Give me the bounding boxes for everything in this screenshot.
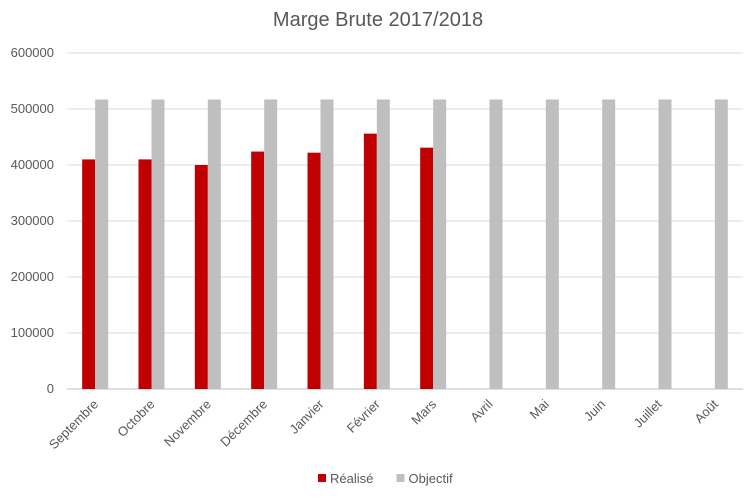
- bar-objectif: [207, 99, 221, 389]
- x-tick-label: Juillet: [631, 396, 665, 430]
- legend-label-objectif: Objectif: [409, 471, 453, 486]
- legend-label-realise: Réalisé: [330, 471, 373, 486]
- bar-objectif: [714, 99, 728, 389]
- bar-realise: [420, 147, 434, 389]
- bars: [82, 99, 728, 389]
- bar-objectif: [602, 99, 616, 389]
- gridlines: [67, 52, 743, 390]
- x-tick-label: Juin: [581, 397, 608, 424]
- bar-objectif: [433, 99, 447, 389]
- y-tick-label: 500000: [11, 101, 54, 116]
- y-axis-ticks: 0 100000 200000 300000 400000 500000 600000: [11, 45, 54, 396]
- bar-realise: [82, 159, 96, 389]
- y-tick-label: 600000: [11, 45, 54, 60]
- bar-realise: [251, 151, 265, 389]
- x-tick-label: Décembre: [217, 397, 270, 450]
- x-tick-label: Avril: [467, 396, 495, 424]
- y-tick-label: 300000: [11, 213, 54, 228]
- x-tick-label: Août: [691, 396, 721, 426]
- bar-realise: [138, 159, 152, 389]
- legend: Réalisé Objectif: [318, 471, 453, 486]
- chart-title: Marge Brute 2017/2018: [273, 9, 483, 31]
- y-tick-label: 0: [47, 381, 54, 396]
- bar-realise: [363, 133, 377, 389]
- bar-realise: [307, 152, 321, 389]
- y-tick-label: 400000: [11, 157, 54, 172]
- y-tick-label: 200000: [11, 269, 54, 284]
- bar-objectif: [489, 99, 503, 389]
- x-tick-label: Janvier: [286, 396, 327, 437]
- legend-swatch-realise: [318, 474, 326, 482]
- bar-objectif: [376, 99, 390, 389]
- bar-objectif: [95, 99, 109, 389]
- bar-objectif: [151, 99, 165, 389]
- x-tick-label: Octobre: [114, 397, 157, 440]
- y-tick-label: 100000: [11, 325, 54, 340]
- x-tick-label: Novembre: [161, 397, 214, 450]
- x-tick-label: Février: [344, 396, 384, 436]
- bar-objectif: [658, 99, 672, 389]
- bar-objectif: [320, 99, 334, 389]
- bar-objectif: [264, 99, 278, 389]
- x-tick-label: Mai: [527, 396, 552, 421]
- bar-objectif: [545, 99, 559, 389]
- legend-swatch-objectif: [396, 474, 405, 482]
- bar-realise: [194, 165, 208, 389]
- x-tick-label: Septembre: [46, 397, 102, 453]
- x-tick-label: Mars: [408, 396, 439, 427]
- x-axis-ticks: Septembre Octobre Novembre Décembre Janvier F…: [46, 396, 722, 452]
